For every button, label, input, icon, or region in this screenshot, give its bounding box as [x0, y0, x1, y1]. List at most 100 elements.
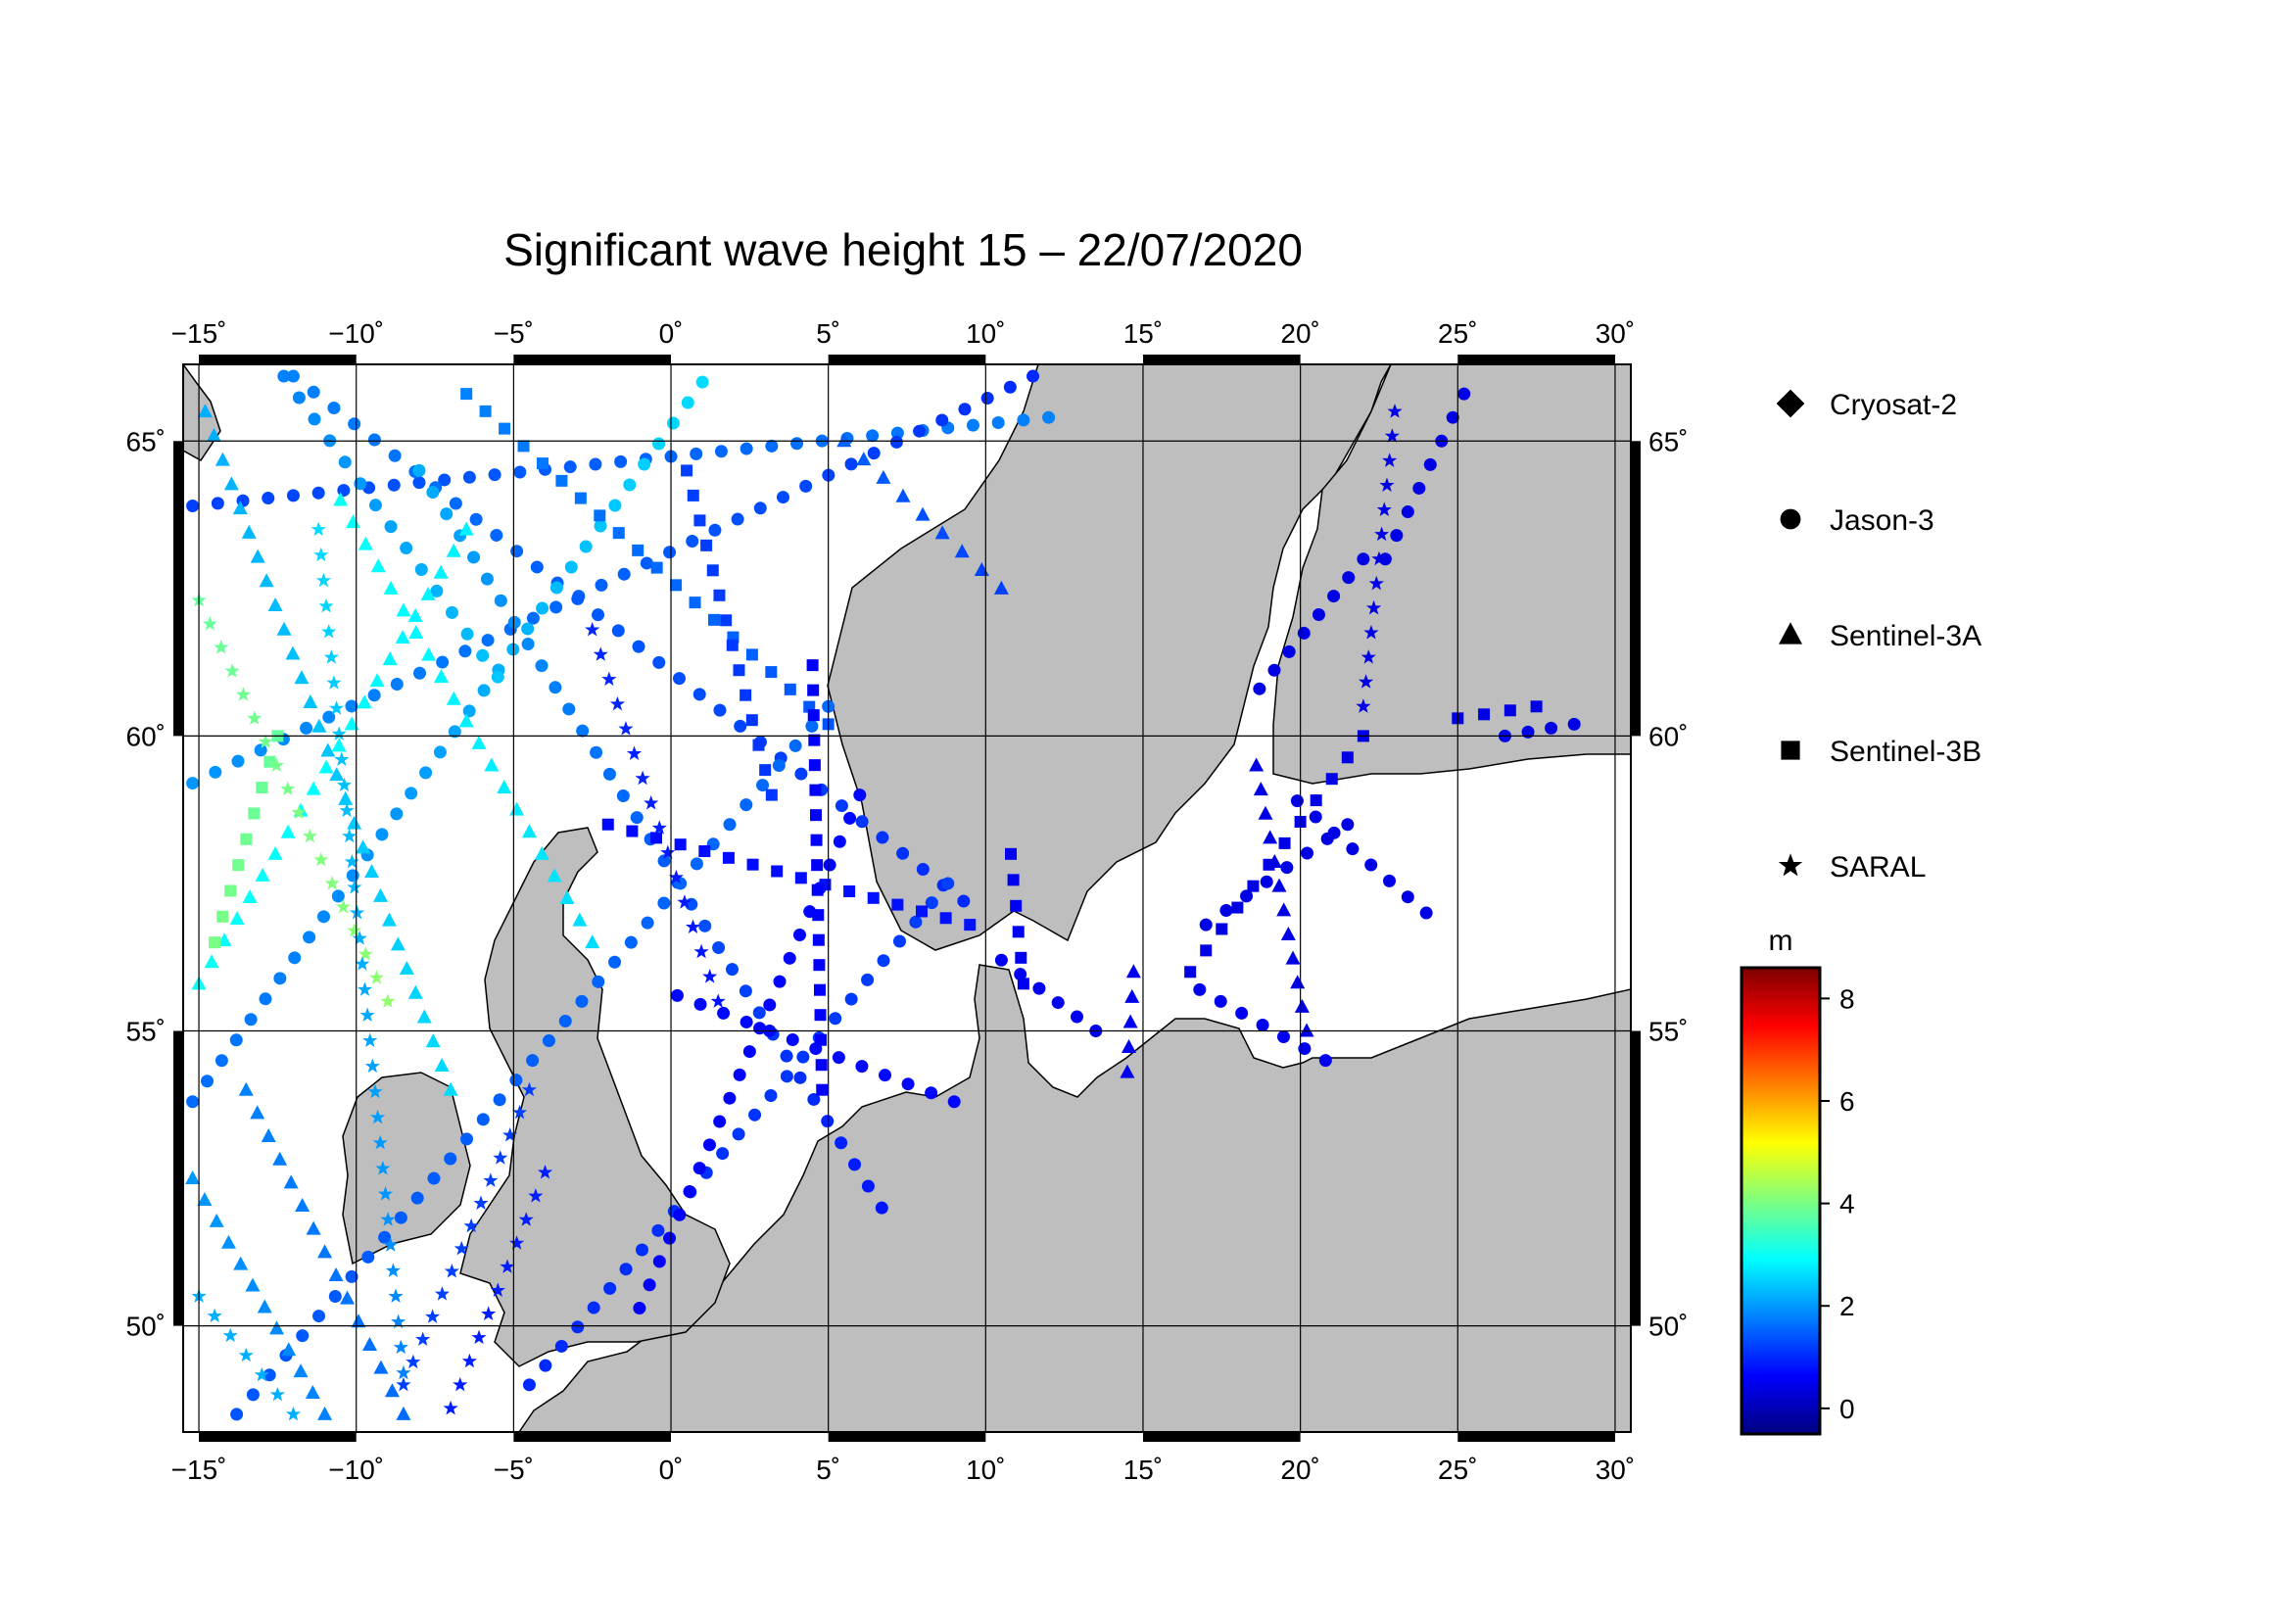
map-title: Significant wave height 15 – 22/07/2020	[503, 224, 1303, 275]
square-point	[811, 859, 824, 872]
circle-point	[491, 670, 504, 684]
square-point	[1007, 874, 1020, 886]
circle-point	[368, 499, 382, 512]
square-point	[632, 544, 644, 556]
lon-tick-label: −5˚	[494, 318, 534, 349]
circle-point	[1280, 861, 1294, 875]
square-point	[1010, 899, 1023, 912]
circle-point	[311, 486, 325, 500]
square-point	[810, 834, 823, 846]
square-point	[809, 784, 822, 796]
circle-point	[549, 581, 563, 595]
circle-point	[440, 507, 453, 521]
circle-point	[542, 1034, 555, 1048]
square-point	[1503, 704, 1516, 717]
frame-bar	[1142, 355, 1301, 364]
square-point	[700, 539, 713, 551]
circle-point	[273, 972, 287, 985]
circle-point	[327, 402, 341, 415]
circle-point	[835, 799, 848, 813]
lon-tick-label: −15˚	[171, 1455, 227, 1485]
legend-label: Cryosat-2	[1830, 389, 1957, 421]
circle-point	[877, 954, 890, 968]
circle-point	[308, 412, 321, 426]
square-point	[248, 807, 261, 820]
circle-point	[861, 1179, 875, 1193]
square-point	[814, 1009, 827, 1022]
circle-point	[686, 535, 699, 549]
lat-tick-label: 60˚	[126, 721, 166, 751]
lat-tick-label: 65˚	[1648, 426, 1688, 456]
square-point	[240, 833, 253, 845]
circle-point	[254, 743, 267, 757]
circle-point	[941, 877, 955, 890]
circle-point	[1412, 481, 1426, 495]
circle-point	[1253, 682, 1266, 695]
circle-point	[589, 457, 602, 471]
circle-point	[651, 1223, 665, 1237]
circle-point	[1364, 858, 1378, 872]
circle-point	[690, 447, 703, 460]
circle-point	[595, 578, 608, 592]
circle-point	[494, 594, 507, 607]
circle-point	[590, 745, 603, 759]
lon-tick-label: 0˚	[659, 1455, 684, 1485]
circle-point	[635, 1243, 648, 1257]
circle-point	[1297, 626, 1311, 640]
circle-point	[673, 1208, 687, 1221]
square-point	[626, 825, 639, 837]
circle-point	[328, 1289, 342, 1303]
circle-point	[229, 1033, 243, 1047]
circle-point	[780, 1049, 793, 1063]
circle-point	[186, 777, 200, 790]
legend-label: Sentinel-3B	[1830, 736, 1981, 768]
circle-point	[521, 638, 535, 651]
circle-point	[663, 546, 677, 559]
circle-point	[630, 811, 644, 825]
colorbar-tick-label: 6	[1839, 1086, 1855, 1117]
circle-point	[740, 1015, 753, 1028]
circle-point	[742, 1045, 756, 1059]
circle-point	[855, 815, 869, 829]
frame-bar	[173, 441, 183, 737]
circle-point	[947, 1095, 961, 1109]
circle-point	[394, 1211, 407, 1224]
circle-point	[1267, 663, 1281, 677]
circle-point	[300, 721, 313, 735]
colorbar: m 0 2 4 6 8	[1740, 925, 1855, 1436]
circle-point	[633, 1302, 646, 1315]
colorbar-unit: m	[1769, 925, 1793, 957]
frame-bar	[199, 1432, 357, 1442]
lat-tick-label: 60˚	[1648, 721, 1688, 751]
frame-bar	[828, 355, 986, 364]
circle-point	[713, 703, 727, 717]
circle-point	[896, 846, 910, 860]
square-point	[612, 527, 625, 540]
circle-point	[288, 951, 302, 965]
circle-point	[925, 1086, 938, 1100]
square-point	[698, 845, 711, 858]
circle-point	[316, 910, 330, 924]
circle-point	[211, 497, 224, 510]
circle-point	[786, 1033, 799, 1047]
circle-point	[469, 512, 483, 526]
circle-point	[384, 520, 398, 534]
circle-point	[748, 1108, 762, 1122]
land-layer	[183, 364, 1631, 1432]
circle-point	[526, 1054, 540, 1068]
circle-point	[307, 385, 320, 399]
circle-point	[338, 455, 352, 469]
circle-point	[576, 724, 590, 738]
colorbar-tick-label: 8	[1839, 983, 1855, 1014]
circle-point	[592, 975, 605, 988]
square-point	[722, 851, 735, 864]
circle-point	[445, 605, 458, 619]
square-point	[674, 838, 687, 851]
frame-bar	[1142, 1432, 1301, 1442]
circle-point	[1567, 717, 1581, 731]
circle-point	[734, 719, 747, 733]
circle-point	[772, 759, 786, 773]
circle-point	[763, 998, 777, 1012]
circle-point	[1301, 846, 1314, 860]
